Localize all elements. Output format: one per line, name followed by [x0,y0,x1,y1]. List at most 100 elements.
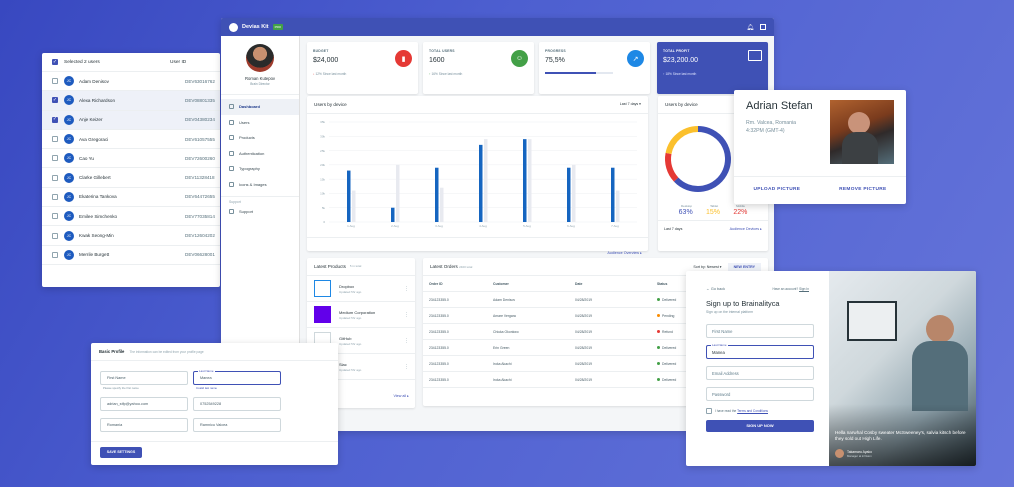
more-icon[interactable]: ⋮ [404,363,409,370]
table-row[interactable]: ✓ JC Anje Keizer DEV04380234 [42,110,220,130]
table-row[interactable]: JC Ekaterina Tankova DEV64472655 [42,188,220,208]
total-users-card: TOTAL USERS 1600 ↑ 16% Since last month … [423,42,534,94]
first-name-field[interactable]: First Name [100,371,188,385]
table-row[interactable]: JC Adam Denisov DEV63016762 [42,72,220,92]
row-checkbox[interactable] [52,136,58,143]
y-tick-label: 0 [323,220,325,224]
row-checkbox[interactable]: ✓ [52,96,58,104]
sidebar-item-products[interactable]: Products [221,130,299,146]
terms-link[interactable]: Terms and Conditions [737,409,768,413]
table-row[interactable]: JC Cao Yu DEV72600260 [42,149,220,169]
signout-icon[interactable] [760,24,766,30]
table-row[interactable]: JC Merrile Burgett DEV06628001 [42,246,220,265]
sidebar-item-icons-images[interactable]: Icons & Images [221,177,299,193]
more-icon[interactable]: ⋮ [404,337,409,344]
back-link[interactable]: ← Go back [706,287,725,291]
stat-foot: ↑ 16% Since last month [429,72,463,76]
table-row[interactable]: JC Kwak Seong-Min DEV12604202 [42,226,220,246]
order-date: 04/28/2019 [575,329,592,334]
terms-checkbox[interactable] [706,408,712,414]
table-row[interactable]: 234123355.0 Adam Denisov 04/28/2019 Deliver… [423,292,768,308]
row-checkbox[interactable]: ✓ [52,116,58,123]
row-checkbox[interactable] [52,232,58,239]
row-checkbox[interactable] [52,155,58,162]
row-checkbox[interactable] [52,251,58,258]
more-icon[interactable]: ⋮ [404,311,409,318]
remove-picture-button[interactable]: REMOVE PICTURE [839,187,887,192]
audience-devices-link[interactable]: Audience Devices ▸ [729,227,762,231]
sidebar-item-authentication[interactable]: Authentication [221,146,299,162]
user-id: DEV12604202 [185,233,215,239]
more-icon[interactable]: ⋮ [404,285,409,292]
sort-select[interactable]: Sort by: Newest ▾ [693,265,722,269]
row-checkbox[interactable] [52,174,58,181]
phone-field[interactable]: 0752549228 [193,397,281,411]
avatar[interactable] [246,44,274,72]
device-label: Mobile [736,204,745,208]
view-all-link[interactable]: View all ▸ [393,394,409,398]
stat-label: TOTAL PROFIT [663,49,690,53]
table-row[interactable]: JC Clarke Gillebert DEV11328418 [42,168,220,188]
table-row[interactable]: 234123355.0 Iroka Akachi 04/28/2019 Deliver… [423,372,768,388]
y-tick-label: 10k [320,192,325,196]
device-label: Desktop [681,204,693,208]
signup-form: ← Go back Have an account? Sign In Sign … [686,271,829,466]
table-row[interactable]: 234123355.0 Iroka Akachi 04/28/2019 Deliver… [423,356,768,372]
trend-icon: ↗ [627,50,644,67]
stat-value: $23,200.00 [663,57,699,64]
table-row[interactable]: 234123355.0 Amare Vergara 04/28/2019 Pendin… [423,308,768,324]
sidebar-item-label: Authentication [239,150,265,156]
sidebar-item-typography[interactable]: Typography [221,161,299,177]
author-role: Manager at inVision [847,453,872,458]
sidebar-item-users[interactable]: Users [221,115,299,131]
donut-slice [665,126,699,155]
sign-in-link[interactable]: Sign In [799,287,809,291]
sign-up-button[interactable]: SIGN UP NOW [706,420,814,432]
user-name: Clarke Gillebert [79,175,111,181]
upload-picture-button[interactable]: UPLOAD PICTURE [753,187,801,192]
save-settings-button[interactable]: SAVE SETTINGS [100,447,142,458]
first-name-input[interactable]: First Name [706,324,814,338]
total-profit-card: TOTAL PROFIT $23,200.00 ↑ 18% Since last… [657,42,768,94]
table-row[interactable]: JC Ava Gregoraci DEV61057555 [42,130,220,150]
city-field[interactable]: Ramnicu Valcea [193,418,281,432]
table-row[interactable]: ✓ JC Alexa Richardson DEV08801335 [42,91,220,111]
row-checkbox[interactable] [52,78,58,85]
user-id: DEV11328418 [185,175,215,181]
order-date: 04/28/2019 [575,313,592,318]
range-select[interactable]: Last 7 days [664,227,683,231]
row-checkbox[interactable] [52,193,58,200]
audience-overview-link[interactable]: Audience Overview ▸ [607,251,642,255]
bell-icon[interactable]: 🔔︎ [746,24,754,31]
nav-icon [229,135,234,141]
product-updated: Updated 5hr ago [339,289,362,294]
row-checkbox[interactable] [52,213,58,220]
order-date: 04/28/2019 [575,361,592,366]
stat-foot: ↑ 18% Since last month [663,72,697,76]
bar-this-year [611,167,615,222]
select-all-checkbox[interactable]: ✓ [52,58,58,65]
last-name-input[interactable]: Last Name Manea [706,343,814,359]
password-input[interactable]: Password [706,387,814,401]
author-avatar [835,449,844,458]
table-row[interactable]: JC Emilee Simchenko DEV77035814 [42,207,220,227]
profile-name: Roman Kutepov [244,76,276,81]
avatar: JC [64,211,74,222]
user-id: DEV08801335 [185,97,215,103]
sidebar-item-support[interactable]: Support [221,204,299,220]
last-name-field[interactable]: Last Name Manea [193,369,281,385]
sidebar-item-label: Dashboard [239,104,260,110]
country-field[interactable]: Romania [100,418,188,432]
list-item[interactable]: Dropbox Updated 5hr ago ⋮ [307,276,415,302]
email-field[interactable]: adrian_stfp@yahoo.com [100,397,188,411]
table-row[interactable]: 234123355.0 Erin Green 04/28/2019 Delivered [423,340,768,356]
user-id: DEV77035814 [185,213,215,219]
list-item[interactable]: Medium Corporation Updated 5hr ago ⋮ [307,302,415,328]
range-select[interactable]: Last 7 days ▾ [619,102,641,106]
sidebar-item-dashboard[interactable]: Dashboard [221,99,299,115]
y-tick-label: 15k [320,177,325,181]
table-row[interactable]: 234123355.0 Chiuka Okonkwo 04/28/2019 Refun… [423,324,768,340]
email-input[interactable]: Email Address [706,366,814,380]
order-customer: Chiuka Okonkwo [493,329,519,334]
new-entry-button[interactable]: NEW ENTRY [727,263,761,271]
